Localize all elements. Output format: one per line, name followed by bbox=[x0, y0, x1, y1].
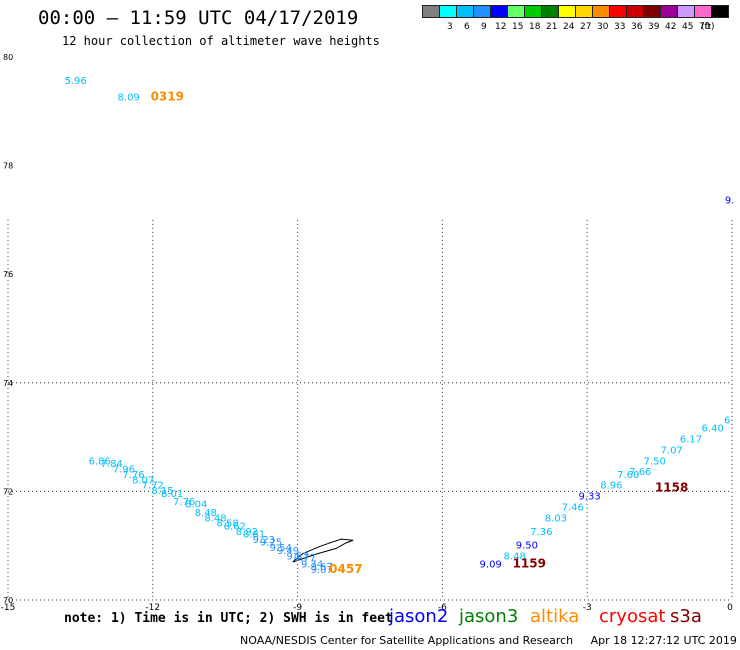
wave-height-label: 8.48 bbox=[195, 508, 217, 519]
wave-height-label: 9.77 bbox=[294, 553, 316, 564]
time-label: 0319 bbox=[151, 89, 184, 103]
wave-height-label: 9.09 bbox=[480, 559, 502, 570]
color-swatch-label: 30 bbox=[597, 22, 609, 32]
y-tick-label: 74 bbox=[3, 379, 13, 388]
wave-height-label: 9.33 bbox=[578, 492, 600, 503]
wave-height-label: 8.58 bbox=[216, 519, 238, 530]
color-swatch-label: 36 bbox=[631, 22, 643, 32]
mission-label-jason2: jason2 bbox=[389, 606, 449, 627]
wave-height-label: 8.03 bbox=[545, 513, 567, 524]
wave-height-label: 7.46 bbox=[562, 502, 584, 513]
wave-height-label: 9.67 bbox=[311, 562, 333, 573]
wave-height-label: 7.07 bbox=[661, 445, 683, 456]
color-legend-unit: (ft) bbox=[701, 22, 715, 32]
mission-label-altika: altika bbox=[530, 606, 580, 627]
x-tick-label: -15 bbox=[1, 603, 16, 613]
color-swatch-label: 12 bbox=[495, 22, 507, 32]
wave-height-label: 6.17 bbox=[680, 435, 702, 446]
wave-height-label: 6.86 bbox=[89, 456, 111, 467]
y-tick-label: 72 bbox=[3, 487, 13, 496]
mission-label-jason3: jason3 bbox=[459, 606, 519, 627]
wave-height-label: 7.96 bbox=[113, 464, 135, 475]
mission-label-cryosat: cryosat bbox=[599, 606, 666, 627]
color-swatch-label: 24 bbox=[563, 22, 575, 32]
wave-height-label: 7.72 bbox=[142, 481, 164, 492]
y-tick-label: 70 bbox=[3, 596, 13, 605]
time-label: 0457 bbox=[329, 562, 362, 576]
y-tick-label: 78 bbox=[3, 162, 13, 171]
color-swatch-label: 15 bbox=[512, 22, 524, 32]
wave-height-label: 7.76 bbox=[173, 497, 195, 508]
wave-height-label: 8.96 bbox=[600, 481, 622, 492]
color-swatch-label: 9 bbox=[481, 22, 487, 32]
page-title: 00:00 – 11:59 UTC 04/17/2019 bbox=[38, 7, 359, 29]
wave-height-label: 8.15 bbox=[151, 486, 173, 497]
color-swatch-label: 33 bbox=[614, 22, 626, 32]
wave-height-label: 7.84 bbox=[101, 459, 123, 470]
color-swatch-label: 21 bbox=[546, 22, 558, 32]
credit-line: NOAA/NESDIS Center for Satellite Applica… bbox=[240, 634, 737, 647]
wave-height-label: 6 bbox=[724, 416, 730, 427]
wave-height-label: 9.74 bbox=[301, 559, 323, 570]
y-tick-label: 76 bbox=[3, 270, 13, 279]
wave-height-label: 7.60 bbox=[617, 470, 639, 481]
wave-height-label: 9.23 bbox=[253, 535, 275, 546]
color-swatch-label: 6 bbox=[464, 22, 470, 32]
wave-height-label: 8.48 bbox=[204, 513, 226, 524]
color-swatch-label: 27 bbox=[580, 22, 592, 32]
time-label: 1159 bbox=[513, 556, 546, 570]
wave-height-label: 8.62 bbox=[224, 521, 246, 532]
wave-height-label: 5.96 bbox=[64, 76, 86, 87]
wave-height-label: 6.40 bbox=[702, 424, 724, 435]
page-subtitle: 12 hour collection of altimeter wave hei… bbox=[62, 34, 380, 48]
wave-height-label: 8.92 bbox=[236, 527, 258, 538]
wave-height-label: 8.81 bbox=[243, 530, 265, 541]
wave-height-label: 7.76 bbox=[122, 470, 144, 481]
y-tick-label: 80 bbox=[3, 53, 13, 62]
x-tick-label: -9 bbox=[293, 603, 302, 613]
wave-height-label: 7.66 bbox=[629, 467, 651, 478]
footer-note: note: 1) Time is in UTC; 2) SWH is in fe… bbox=[64, 611, 393, 626]
x-tick-label: -6 bbox=[438, 603, 447, 613]
x-tick-label: 0 bbox=[727, 603, 733, 613]
wave-height-label: 9.25 bbox=[260, 538, 282, 549]
wave-height-label: 7.36 bbox=[530, 527, 552, 538]
wave-height-label: 9.07 bbox=[311, 565, 333, 576]
wave-height-label: 9.49 bbox=[277, 546, 299, 557]
color-swatch-label: 39 bbox=[648, 22, 660, 32]
color-swatch-label: 3 bbox=[447, 22, 453, 32]
wave-height-label: 9.50 bbox=[516, 540, 538, 551]
x-tick-label: -3 bbox=[583, 603, 592, 613]
mission-label-s3a: s3a bbox=[670, 606, 702, 627]
wave-height-label: 8.48 bbox=[504, 551, 526, 562]
color-swatch-label: 42 bbox=[665, 22, 677, 32]
wave-height-label: 8.07 bbox=[132, 475, 154, 486]
wave-height-label: 9.54 bbox=[270, 543, 292, 554]
color-swatch-label: 45 bbox=[682, 22, 694, 32]
color-swatch-label: 18 bbox=[529, 22, 541, 32]
time-label: 1158 bbox=[655, 480, 688, 494]
wave-height-label: 8.04 bbox=[185, 500, 207, 511]
island-outline bbox=[292, 538, 354, 563]
color-swatch-label: 70 bbox=[699, 22, 711, 32]
x-tick-label: -12 bbox=[145, 603, 160, 613]
wave-height-label: 9.57 bbox=[286, 551, 308, 562]
color-swatch bbox=[711, 5, 729, 18]
wave-height-label: 8.01 bbox=[161, 489, 183, 500]
wave-height-label: 7.50 bbox=[644, 456, 666, 467]
wave-height-label: 9. bbox=[725, 196, 735, 207]
wave-height-label: 8.09 bbox=[118, 92, 140, 103]
